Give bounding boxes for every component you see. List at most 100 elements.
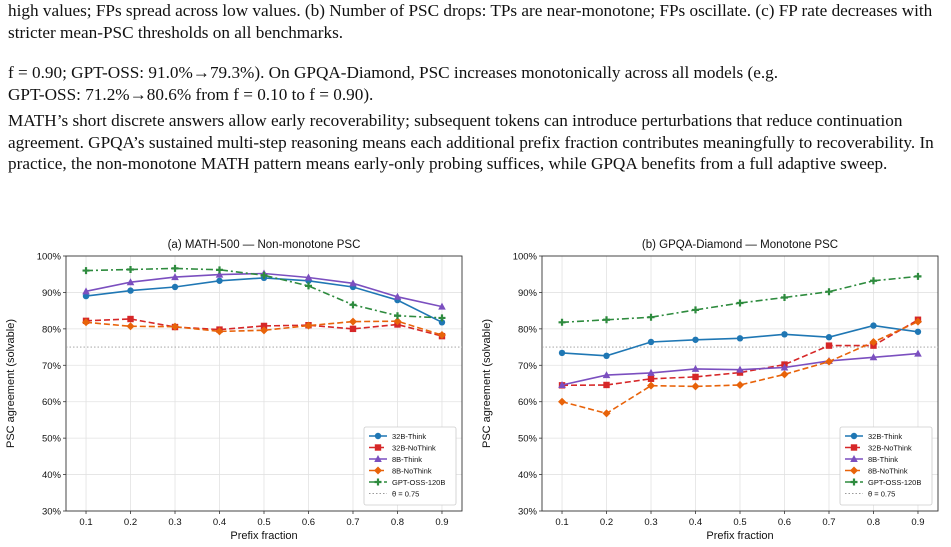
data-point-8b-nothink	[691, 382, 700, 391]
data-point-8b-think	[602, 371, 611, 379]
legend-marker-8b-think	[374, 455, 382, 462]
data-point-gpt-oss-120b	[825, 288, 833, 296]
figure-caption-continuation: high values; FPs spread across low value…	[8, 1, 933, 42]
results-line-1: f = 0.90; GPT-OSS: 91.0%→79.3%). On GPQA…	[8, 63, 779, 82]
chart-gpqa-diamond-svg: (b) GPQA-Diamond — Monotone PSC 30% 40% 50%…	[481, 239, 939, 542]
legend-label: GPT-OSS-120B	[868, 478, 921, 487]
data-point-8b-think	[869, 353, 878, 361]
y-axis-label: PSC agreement (solvable)	[481, 319, 493, 448]
y-tick-label: 30%	[42, 507, 62, 518]
legend-label: 32B-NoThink	[868, 444, 912, 453]
data-point-32b-nothink	[127, 315, 134, 323]
data-point-8b-think	[126, 278, 135, 286]
data-point-8b-think	[780, 363, 789, 371]
chart-math500-svg: (a) MATH-500 — Non-monotone PSC 30% 40% 50%…	[5, 239, 463, 542]
y-tick-label: 70%	[518, 361, 538, 372]
x-tick-label: 0.6	[778, 517, 791, 528]
y-tick-label: 40%	[518, 470, 538, 481]
data-point-8b-nothink	[913, 317, 922, 326]
data-point-32b-nothink	[647, 375, 655, 382]
data-point-8b-nothink	[126, 322, 135, 331]
data-point-8b-nothink	[304, 321, 313, 330]
data-point-gpt-oss-120b	[647, 313, 655, 321]
data-point-gpt-oss-120b	[171, 264, 179, 272]
legend-marker-32b-nothink	[850, 444, 858, 451]
data-point-gpt-oss-120b	[914, 272, 922, 280]
data-point-32b-think	[127, 287, 134, 294]
x-tick-label: 0.8	[391, 517, 404, 528]
data-point-8b-think	[349, 279, 357, 287]
legend-marker-8b-nothink	[374, 466, 382, 475]
data-point-32b-nothink	[260, 322, 268, 330]
legend-box	[839, 426, 933, 506]
data-point-8b-think	[82, 287, 90, 295]
data-point-gpt-oss-120b	[349, 301, 357, 309]
legend-label: 32B-NoThink	[392, 444, 436, 453]
data-point-32b-think	[647, 338, 655, 346]
data-point-gpt-oss-120b	[127, 265, 135, 273]
legend-marker-32b-nothink	[374, 444, 382, 451]
y-tick-label: 80%	[518, 324, 538, 335]
chart-title: (b) GPQA-Diamond — Monotone PSC	[642, 239, 838, 251]
y-tick-label: 50%	[42, 434, 62, 445]
series-line-gpt-oss-120b	[85, 267, 443, 319]
data-point-8b-nothink	[348, 317, 357, 326]
data-point-8b-nothink	[869, 337, 878, 346]
y-tick-label: 60%	[518, 397, 538, 408]
data-point-8b-nothink	[736, 380, 744, 389]
y-tick-label: 40%	[42, 470, 62, 481]
data-point-8b-nothink	[558, 397, 567, 406]
legend: 32B-Think 32B-NoThink 8B-Think 8B-NoThink GP…	[839, 426, 933, 506]
legend-label: 8B-Think	[392, 455, 422, 464]
x-tick-label: 0.2	[124, 517, 137, 528]
series-line-8b-nothink	[85, 320, 443, 336]
series-line-8b-nothink	[561, 320, 919, 415]
series-line-32b-nothink	[85, 318, 443, 337]
data-point-8b-nothink	[215, 327, 224, 336]
y-axis-label: PSC agreement (solvable)	[5, 319, 17, 448]
x-tick-label: 0.7	[822, 517, 835, 528]
results-paragraph: f = 0.90; GPT-OSS: 91.0%→79.3%). On GPQA…	[8, 62, 943, 105]
data-point-8b-nothink	[602, 409, 611, 418]
y-tick-label: 100%	[37, 252, 62, 263]
data-point-8b-think	[171, 273, 179, 281]
chart-gpqa-diamond: (b) GPQA-Diamond — Monotone PSC 30% 40% 50%…	[476, 234, 947, 547]
legend-marker-32b-think	[374, 432, 382, 440]
x-tick-label: 0.9	[435, 517, 448, 528]
x-tick-label: 0.5	[257, 517, 270, 528]
data-point-8b-nothink	[260, 326, 268, 335]
data-point-32b-think	[171, 283, 179, 291]
data-point-8b-nothink	[82, 318, 91, 327]
y-tick-label: 50%	[518, 434, 538, 445]
legend-label: 8B-NoThink	[868, 467, 908, 476]
legend-label: GPT-OSS-120B	[392, 478, 445, 487]
legend-label: θ = 0.75	[868, 490, 895, 499]
x-tick-label: 0.8	[867, 517, 880, 528]
data-point-8b-think	[393, 292, 402, 300]
data-point-gpt-oss-120b	[304, 282, 312, 290]
series-8b-nothink	[558, 317, 922, 418]
x-tick-label: 0.2	[600, 517, 613, 528]
y-tick-label: 100%	[513, 252, 538, 263]
data-point-8b-nothink	[647, 381, 656, 390]
legend-marker-gpt-oss-120b	[374, 478, 382, 486]
data-point-8b-nothink	[824, 357, 833, 366]
y-tick-label: 90%	[42, 288, 62, 299]
y-tick-label: 70%	[42, 361, 62, 372]
legend: 32B-Think 32B-NoThink 8B-Think 8B-NoThink GP…	[363, 426, 457, 506]
data-point-32b-think	[603, 352, 610, 360]
plot-frame	[541, 255, 939, 512]
x-tick-label: 0.1	[79, 517, 92, 528]
data-point-32b-nothink	[825, 342, 833, 349]
data-point-8b-think	[691, 364, 700, 372]
data-point-8b-think	[304, 273, 313, 281]
legend-marker-32b-think	[850, 432, 858, 440]
x-tick-label: 0.7	[346, 517, 359, 528]
data-point-8b-think	[736, 365, 744, 373]
data-point-8b-think	[215, 270, 224, 278]
x-tick-label: 0.4	[689, 517, 702, 528]
data-point-gpt-oss-120b	[869, 277, 877, 285]
legend-marker-8b-nothink	[850, 466, 858, 475]
data-point-gpt-oss-120b	[393, 312, 401, 320]
data-point-32b-think	[692, 336, 699, 343]
